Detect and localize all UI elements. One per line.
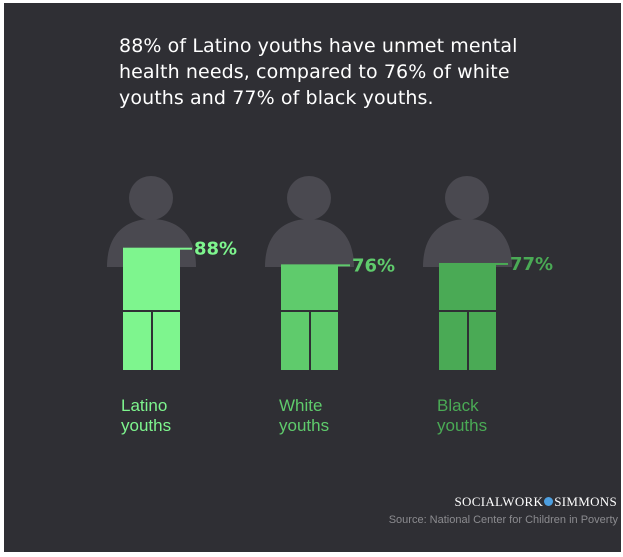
figure-head-2 xyxy=(445,176,489,220)
category-label-2: Black youths xyxy=(437,396,557,436)
category-label-line: Black xyxy=(437,396,479,415)
brand-left: SOCIALWORK xyxy=(454,494,544,509)
category-label-line: Latino xyxy=(121,396,168,415)
chart-title: 88% of Latino youths have unmet mental h… xyxy=(119,35,518,109)
brand-right: SIMMONS xyxy=(554,494,617,509)
category-label-line: youths xyxy=(121,416,172,435)
leg-gap-1 xyxy=(309,310,311,370)
brand-logo: SOCIALWORK SIMMONS xyxy=(455,494,618,510)
figure-head-0 xyxy=(129,176,173,220)
infographic-panel: 88% of Latino youths have unmet mental h… xyxy=(4,3,621,552)
leg-gap-2 xyxy=(467,310,469,370)
source-note: Source: National Center for Children in … xyxy=(388,514,618,526)
leg-gap-0 xyxy=(151,310,153,370)
value-label-0: 88% xyxy=(194,239,237,260)
value-label-2: 77% xyxy=(510,254,553,275)
category-label-line: youths xyxy=(279,416,330,435)
value-label-1: 76% xyxy=(352,255,395,276)
brand-dot-icon xyxy=(544,497,554,506)
category-label-line: White xyxy=(279,396,323,415)
category-label-line: youths xyxy=(437,416,488,435)
category-label-0: Latino youths xyxy=(121,396,241,436)
youth-figures: 88% 76% 77% xyxy=(107,176,553,370)
category-label-1: White youths xyxy=(279,396,399,436)
figure-head-1 xyxy=(287,176,331,220)
